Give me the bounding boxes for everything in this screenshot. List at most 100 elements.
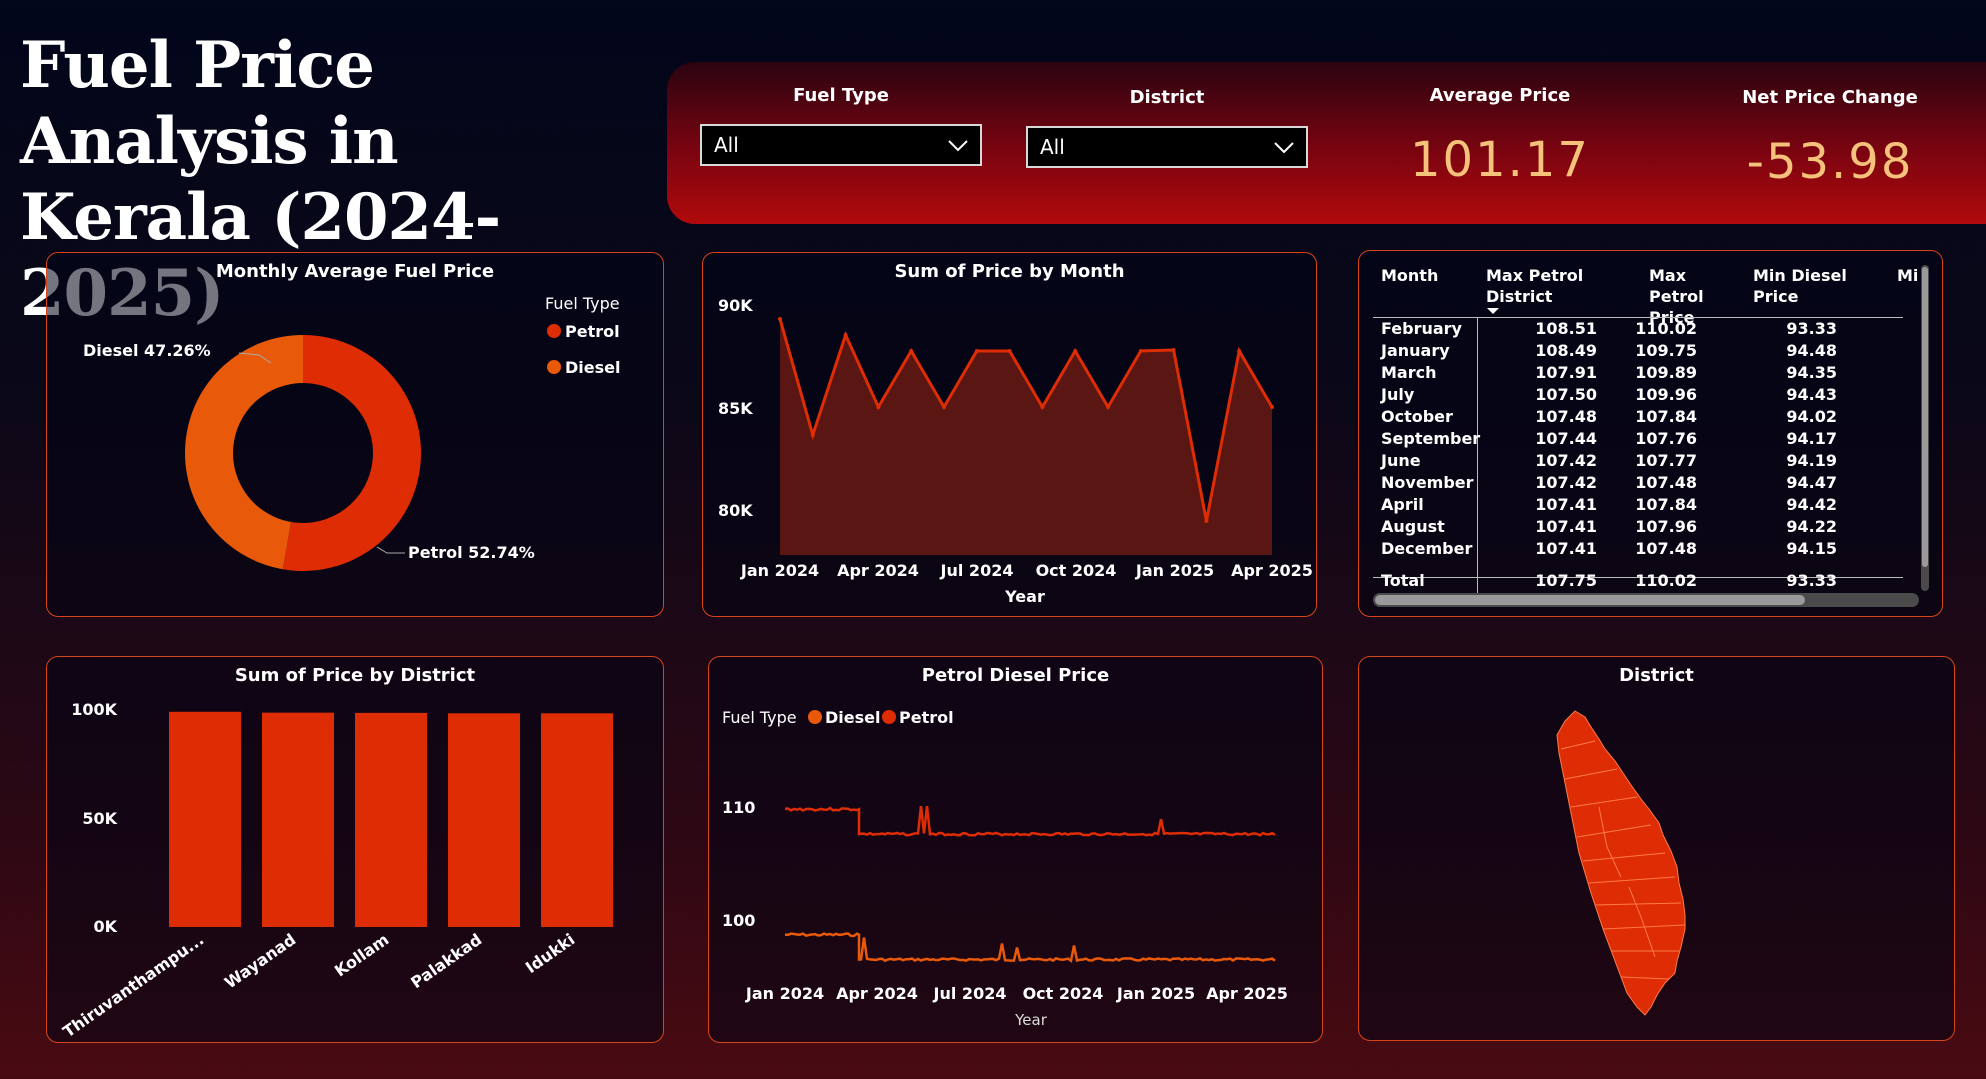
legend-swatch-diesel [808,710,822,724]
kerala-map[interactable] [1359,657,1956,1042]
bar[interactable] [448,713,520,927]
area-point[interactable] [1073,349,1078,353]
x-tick-label: Thiruvanthampu... [59,930,207,1042]
table-row[interactable]: June 107.42 107.77 94.19 [1359,451,1919,473]
district-slicer[interactable]: All [1026,126,1308,168]
table-row[interactable]: September 107.44 107.76 94.17 [1359,429,1919,451]
line-chart-panel[interactable]: Petrol Diesel Price Fuel Type Diesel Pet… [708,656,1323,1043]
sort-descending-icon[interactable] [1486,306,1500,316]
series-line-diesel[interactable] [784,932,1276,963]
area-point[interactable] [778,317,782,321]
line-legend-diesel[interactable]: Diesel [825,708,880,727]
table-cell: 107.91 [1535,363,1597,382]
col-header-truncated[interactable]: Mi [1897,266,1919,285]
x-tick-label: Palakkad [407,930,485,993]
fuel-type-slicer[interactable]: All [700,124,982,166]
matrix-table: Month Max Petrol District Max Petrol Pri… [1359,251,1942,616]
donut-slice-petrol[interactable] [282,335,422,571]
row-month-cell: April [1381,495,1424,514]
table-row[interactable]: January 108.49 109.75 94.48 [1359,341,1919,363]
map-panel[interactable]: District [1358,656,1955,1041]
table-row[interactable]: August 107.41 107.96 94.22 [1359,517,1919,539]
x-tick-label: Apr 2024 [836,984,918,1003]
bar-chart-title: Sum of Price by District [234,665,476,686]
horizontal-scrollbar[interactable] [1373,593,1919,607]
area-point[interactable] [1007,349,1012,353]
vertical-scrollbar-thumb[interactable] [1922,267,1928,567]
area-point[interactable] [909,349,914,353]
col-header-month[interactable]: Month [1381,266,1439,285]
y-tick-label: 100K [71,700,117,719]
bar[interactable] [169,711,241,927]
chevron-down-icon [948,140,968,152]
y-tick-label: 100 [722,911,755,930]
table-cell: 93.33 [1786,319,1837,338]
net-price-change-value: -53.98 [1746,134,1914,190]
table-row[interactable]: July 107.50 109.96 94.43 [1359,385,1919,407]
donut-legend-petrol[interactable]: Petrol [565,322,620,341]
vertical-scrollbar[interactable] [1921,265,1929,591]
table-cell: 94.02 [1786,407,1837,426]
row-month-cell: July [1381,385,1415,404]
area-point[interactable] [1270,405,1274,409]
x-tick-label: Idukki [522,930,578,977]
row-month-cell: November [1381,473,1474,492]
row-month-cell: October [1381,407,1453,426]
area-chart-panel[interactable]: Sum of Price by Month 90K 85K 80K Jan 20… [702,252,1317,617]
table-row[interactable]: November 107.42 107.48 94.47 [1359,473,1919,495]
legend-swatch-petrol [547,324,561,338]
table-cell: 94.15 [1786,539,1837,558]
table-row[interactable]: October 107.48 107.84 94.02 [1359,407,1919,429]
area-point[interactable] [942,405,946,409]
table-cell: 109.96 [1635,385,1697,404]
fuel-type-slicer-value: All [714,133,739,157]
x-axis-label: Year [1014,1011,1048,1029]
total-label: Total [1381,571,1425,590]
donut-chart-panel[interactable]: Monthly Average Fuel Price Diesel 47.26%… [46,252,664,617]
bar[interactable] [262,712,334,927]
area-point[interactable] [1040,405,1045,409]
bar-chart-panel[interactable]: Sum of Price by District 100K 50K 0K Thi… [46,656,664,1043]
series-line-petrol[interactable] [784,805,1276,837]
x-tick-label: Apr 2024 [837,561,919,580]
area-point[interactable] [876,405,881,409]
bar[interactable] [355,712,427,927]
table-row[interactable]: April 107.41 107.84 94.42 [1359,495,1919,517]
line-legend-title: Fuel Type [722,708,797,727]
table-cell: 107.50 [1535,385,1597,404]
line-legend-petrol[interactable]: Petrol [899,708,954,727]
table-row[interactable]: March 107.91 109.89 94.35 [1359,363,1919,385]
col-header-min-diesel-price[interactable]: Min Diesel Price [1753,266,1847,306]
area-point[interactable] [1106,405,1110,409]
donut-slice-diesel[interactable] [185,335,303,570]
area-chart-title: Sum of Price by Month [894,261,1125,282]
net-price-change-label: Net Price Change [1742,87,1918,108]
table-cell: 107.48 [1535,407,1597,426]
area-point[interactable] [1204,519,1209,523]
table-cell: 94.17 [1786,429,1837,448]
area-point[interactable] [810,433,815,437]
total-divider [1373,577,1903,578]
table-cell: 107.44 [1535,429,1597,448]
area-point[interactable] [1138,349,1143,353]
col-header-max-petrol-district[interactable]: Max Petrol District [1486,266,1584,306]
area-point[interactable] [1171,348,1176,352]
map-title: District [1619,665,1694,686]
table-cell: 107.41 [1535,517,1597,536]
matrix-table-panel[interactable]: Month Max Petrol District Max Petrol Pri… [1358,250,1943,617]
horizontal-scrollbar-thumb[interactable] [1375,595,1805,605]
area-point[interactable] [974,349,979,353]
bar[interactable] [541,713,613,927]
area-point[interactable] [843,333,848,337]
donut-legend-diesel[interactable]: Diesel [565,358,620,377]
total-cell: 110.02 [1635,571,1697,590]
area-point[interactable] [1237,349,1242,353]
row-month-cell: February [1381,319,1462,338]
donut-legend-title: Fuel Type [545,294,620,313]
table-row[interactable]: February 108.51 110.02 93.33 [1359,319,1919,341]
table-cell: 107.48 [1635,473,1697,492]
x-tick-label: Jan 2025 [1135,561,1214,580]
kerala-map-shape[interactable] [1556,710,1686,1016]
table-row[interactable]: December 107.41 107.48 94.15 [1359,539,1919,561]
table-cell: 108.49 [1535,341,1597,360]
